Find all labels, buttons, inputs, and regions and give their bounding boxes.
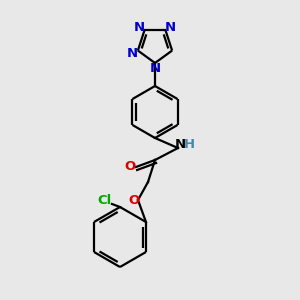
Text: N: N — [149, 61, 161, 74]
Text: O: O — [124, 160, 136, 172]
Text: N: N — [134, 21, 145, 34]
Text: H: H — [183, 139, 195, 152]
Text: N: N — [174, 139, 186, 152]
Text: N: N — [126, 47, 137, 60]
Text: Cl: Cl — [97, 194, 111, 208]
Text: N: N — [165, 21, 176, 34]
Text: O: O — [128, 194, 140, 208]
